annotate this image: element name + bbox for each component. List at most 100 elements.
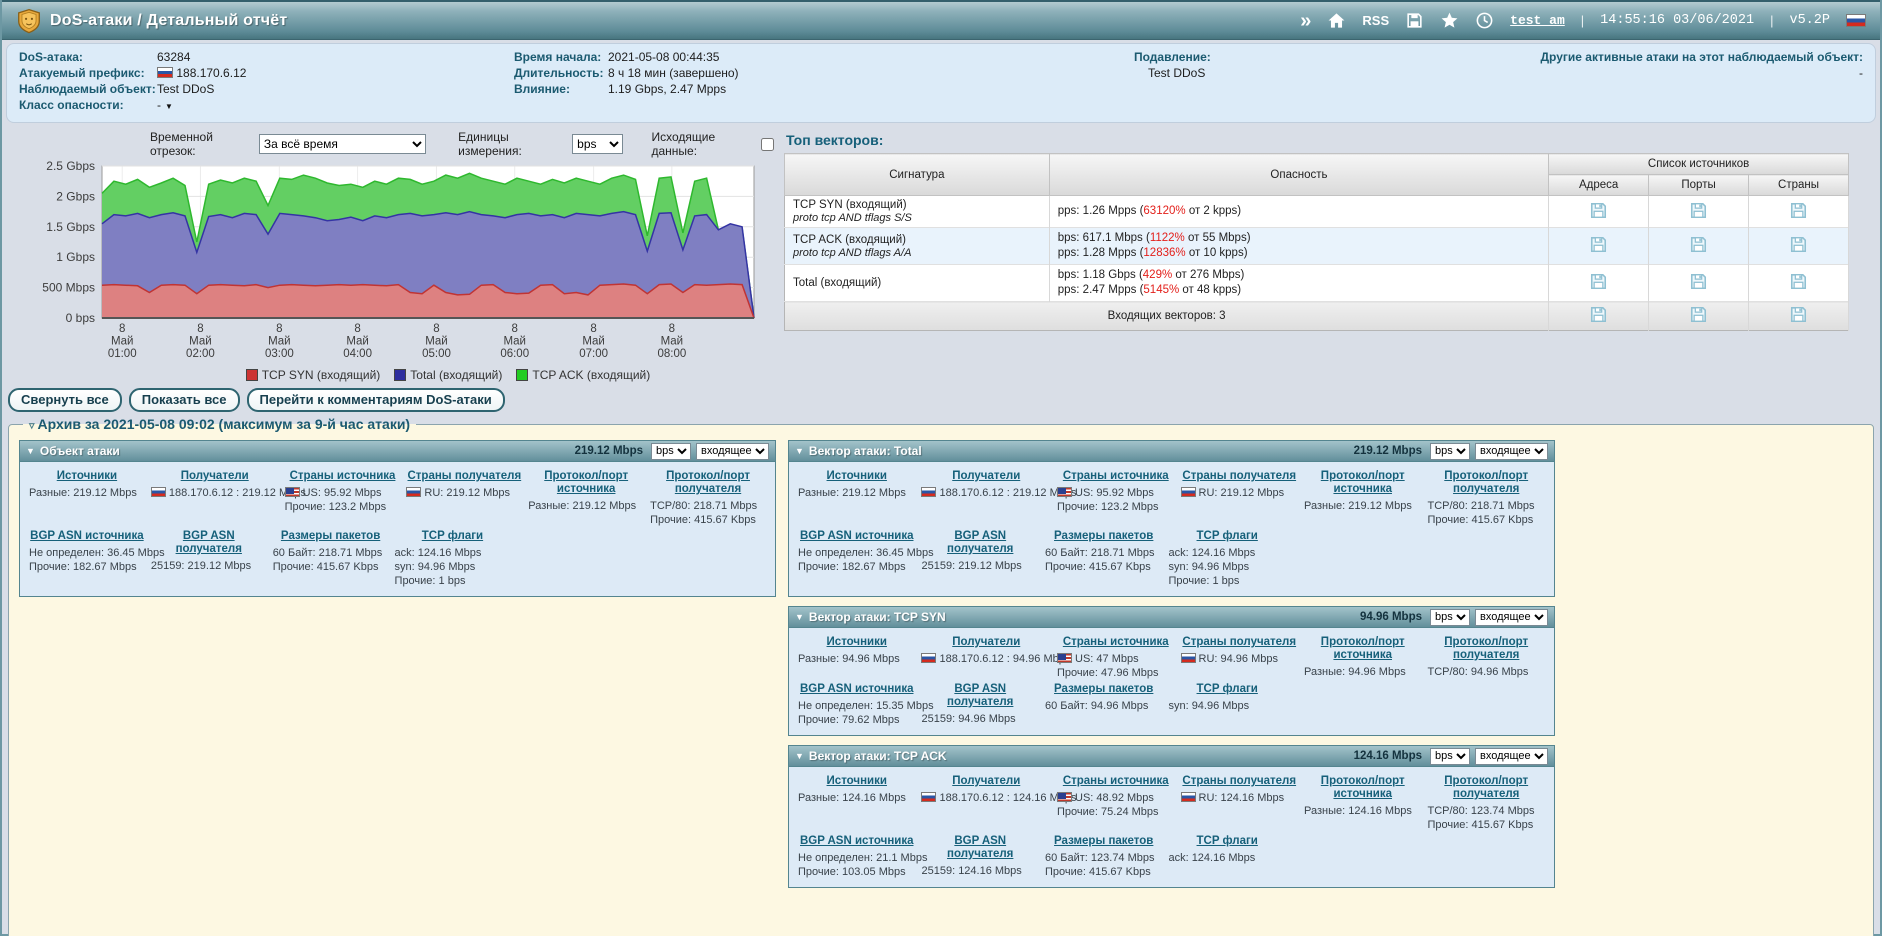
stat-heading-link[interactable]: BGP ASN получателя — [175, 530, 242, 555]
save-countries-icon[interactable] — [1789, 235, 1808, 254]
collapse-triangle-icon[interactable]: ▼ — [795, 446, 804, 456]
panel-units-select[interactable]: bps — [1430, 747, 1470, 765]
collapse-triangle-icon[interactable]: ▼ — [26, 446, 35, 456]
stat-heading-link[interactable]: Страны источника — [1062, 636, 1169, 648]
save-all-addresses-icon[interactable] — [1589, 305, 1608, 324]
stat-heading-link[interactable]: Получатели — [180, 470, 249, 482]
show-all-button[interactable]: Показать все — [128, 388, 240, 412]
expand-chevrons-icon[interactable]: » — [1300, 9, 1312, 32]
stat-heading-link[interactable]: BGP ASN получателя — [947, 530, 1014, 555]
stat-heading-link[interactable]: Протокол/порт получателя — [666, 470, 750, 495]
star-favorites-icon[interactable] — [1440, 11, 1459, 30]
toolbar: Свернуть все Показать все Перейти к комм… — [2, 383, 1880, 416]
collapse-triangle-icon[interactable]: ▼ — [795, 751, 804, 761]
panel-header-controls: 94.96 Mbps bps входящее — [1360, 608, 1548, 626]
panel-units-select[interactable]: bps — [1430, 608, 1470, 626]
stat-line: Не определен: 15.35 Mbps — [798, 700, 934, 712]
stat-heading-link[interactable]: Получатели — [952, 775, 1021, 787]
save-all-countries-icon[interactable] — [1789, 305, 1808, 324]
stat-heading-link[interactable]: TCP флаги — [1196, 530, 1258, 542]
stat-heading-link[interactable]: Протокол/порт получателя — [1444, 775, 1529, 800]
panel-direction-select[interactable]: входящее — [696, 442, 769, 460]
stat-heading-link[interactable]: Размеры пакетов — [280, 530, 381, 542]
save-addresses-icon[interactable] — [1589, 272, 1608, 291]
save-countries-icon[interactable] — [1789, 201, 1808, 220]
timerange-select[interactable]: За всё время — [258, 134, 426, 154]
stat-heading-link[interactable]: Получатели — [952, 636, 1021, 648]
collapse-triangle-icon[interactable]: ▼ — [795, 612, 804, 622]
save-addresses-icon[interactable] — [1589, 201, 1608, 220]
stat-line: Разные: 219.12 Mbps — [798, 487, 906, 499]
save-countries-icon[interactable] — [1789, 272, 1808, 291]
panel-direction-select[interactable]: входящее — [1475, 442, 1548, 460]
danger-class-value[interactable]: - ▼ — [157, 98, 173, 112]
stat-heading-link[interactable]: Источники — [826, 775, 887, 787]
goto-comments-button[interactable]: Перейти к комментариям DoS-атаки — [246, 388, 505, 412]
stat-heading-link[interactable]: Протокол/порт источника — [1320, 775, 1405, 800]
stat-heading-link[interactable]: Протокол/порт источника — [1320, 636, 1405, 661]
save-icon[interactable] — [1405, 11, 1424, 30]
panel-direction-select[interactable]: входящее — [1475, 608, 1548, 626]
stat-group: Размеры пакетов 60 Байт: 123.74 Mbps Прочи… — [1042, 835, 1165, 879]
save-ports-icon[interactable] — [1689, 201, 1708, 220]
stat-group: Получатели 188.170.6.12 : 94.96 Mbps — [918, 636, 1070, 680]
stat-heading-link[interactable]: Размеры пакетов — [1054, 530, 1154, 542]
panel-units-select[interactable]: bps — [651, 442, 691, 460]
vector-danger-cell: bps: 1.18 Gbps (429% от 276 Mbps) pps: 2.… — [1049, 264, 1550, 302]
collapse-triangle-icon: ▿ — [29, 420, 35, 432]
danger-class-label: Класс опасности: — [19, 98, 124, 112]
stat-line: 25159: 94.96 Mbps — [921, 713, 1016, 725]
stat-heading-link[interactable]: TCP флаги — [1196, 683, 1258, 695]
outgoing-data-checkbox[interactable] — [760, 137, 774, 151]
panel-body: Источники Разные: 94.96 Mbps Получатели 188… — [789, 628, 1554, 735]
stat-heading-link[interactable]: Страны получателя — [1182, 636, 1297, 648]
clock-history-icon[interactable] — [1475, 11, 1494, 30]
save-ports-icon[interactable] — [1689, 272, 1708, 291]
stat-heading-link[interactable]: Страны источника — [1062, 775, 1169, 787]
stat-heading-link[interactable]: TCP флаги — [1196, 835, 1258, 847]
stat-heading-link[interactable]: Протокол/порт источника — [1320, 470, 1405, 495]
stat-heading-link[interactable]: BGP ASN источника — [800, 530, 914, 542]
stat-heading-link[interactable]: Страны источника — [1062, 470, 1169, 482]
header-nav: » RSS test_am | 14:55:16 03/06/2021 | v5… — [1300, 11, 1866, 31]
stat-heading-link[interactable]: Протокол/порт источника — [544, 470, 629, 495]
archive-legend[interactable]: ▿ Архив за 2021-05-08 09:02 (максимум за … — [29, 416, 411, 432]
stat-heading-link[interactable]: Протокол/порт получателя — [1444, 636, 1529, 661]
stat-heading-link[interactable]: TCP флаги — [421, 530, 484, 542]
save-addresses-icon[interactable] — [1589, 235, 1608, 254]
collapse-all-button[interactable]: Свернуть все — [8, 388, 122, 412]
stat-heading-link[interactable]: Протокол/порт получателя — [1444, 470, 1529, 495]
home-icon[interactable] — [1327, 11, 1346, 30]
panel-title: Вектор атаки: TCP SYN — [808, 610, 946, 624]
panel-units-select[interactable]: bps — [1430, 442, 1470, 460]
user-link[interactable]: test_am — [1510, 13, 1565, 28]
stat-heading-link[interactable]: BGP ASN получателя — [947, 835, 1014, 860]
rss-link[interactable]: RSS — [1362, 13, 1390, 28]
stat-heading-link[interactable]: Получатели — [952, 470, 1021, 482]
stat-line: syn: 94.96 Mbps — [394, 561, 476, 573]
panel-direction-select[interactable]: входящее — [1475, 747, 1548, 765]
stat-heading-link[interactable]: Страны получателя — [1182, 470, 1297, 482]
stat-heading-link[interactable]: Страны получателя — [1182, 775, 1297, 787]
language-ru-flag-icon[interactable] — [1846, 14, 1866, 27]
save-ports-icon[interactable] — [1689, 235, 1708, 254]
stat-heading-link[interactable]: Источники — [826, 636, 887, 648]
danger-line: pps: 1.26 Mpps (63120% от 2 kpps) — [1057, 205, 1242, 217]
svg-text:1.5 Gbps: 1.5 Gbps — [46, 220, 95, 234]
stat-heading-link[interactable]: Страны получателя — [407, 470, 522, 482]
units-select[interactable]: bps — [572, 134, 623, 154]
save-all-ports-icon[interactable] — [1689, 305, 1708, 324]
stat-heading-link[interactable]: Размеры пакетов — [1054, 835, 1154, 847]
stat-heading-link[interactable]: Источники — [826, 470, 887, 482]
stat-heading-link[interactable]: Источники — [56, 470, 118, 482]
stat-heading-link[interactable]: BGP ASN источника — [800, 835, 914, 847]
stat-heading-link[interactable]: Размеры пакетов — [1054, 683, 1154, 695]
stat-heading-link[interactable]: BGP ASN получателя — [947, 683, 1014, 708]
stat-heading-link[interactable]: BGP ASN источника — [30, 530, 144, 542]
archive-fieldset: ▿ Архив за 2021-05-08 09:02 (максимум за … — [8, 416, 1874, 936]
stat-heading-link[interactable]: Страны источника — [289, 470, 396, 482]
stat-heading-link[interactable]: BGP ASN источника — [800, 683, 914, 695]
col-header-sources: Список источников — [1548, 153, 1849, 175]
